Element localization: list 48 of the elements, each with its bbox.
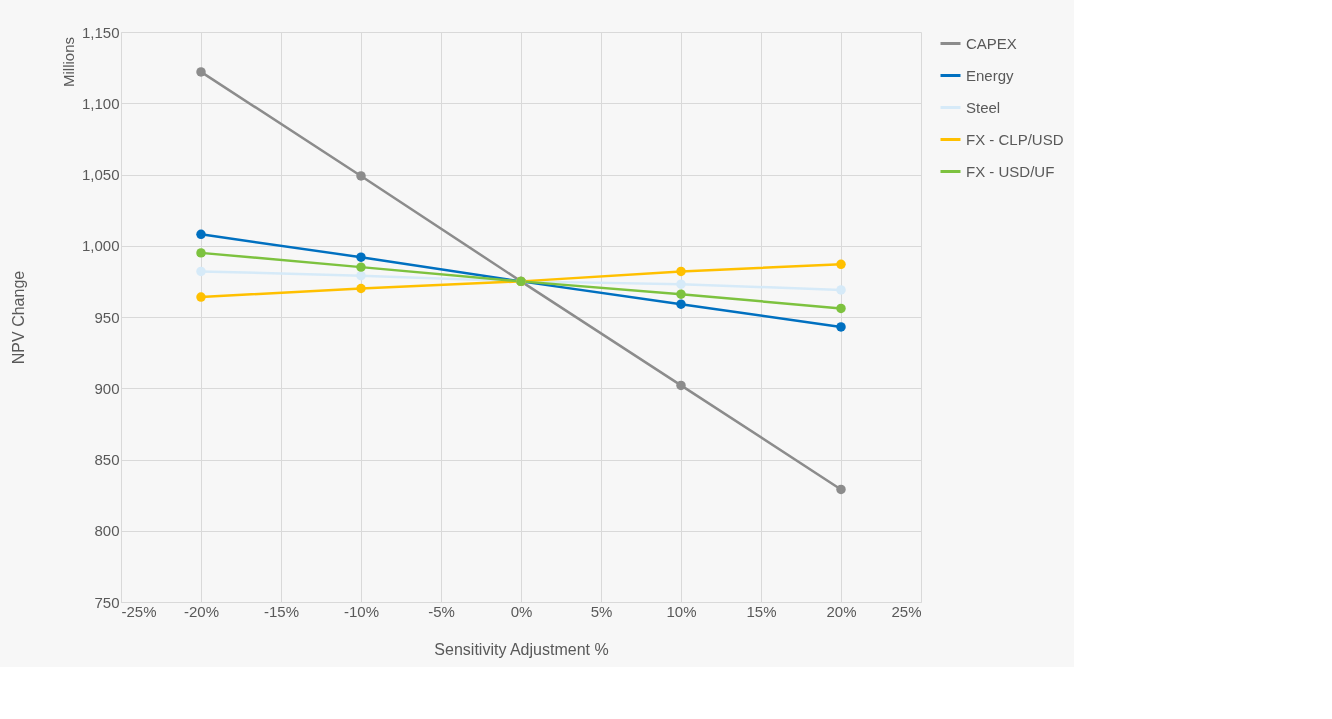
x-tick-label: 25%: [891, 602, 922, 620]
x-tick-label: 5%: [590, 602, 613, 620]
point: [676, 380, 686, 391]
point: [836, 259, 846, 270]
text: Millions: [60, 36, 77, 88]
x-tick-label: -5%: [428, 602, 455, 620]
y-tick-label: 1,150: [81, 23, 120, 41]
x-axis-title: Sensitivity Adjustment %: [434, 640, 609, 658]
x-tick-label: 0%: [510, 602, 533, 620]
point: [836, 484, 846, 495]
y-tick-label: 900: [94, 379, 120, 397]
point: [196, 229, 206, 240]
point: [356, 270, 366, 281]
x-tick-label: 10%: [666, 602, 697, 620]
legend-label: FX - CLP/USD: [966, 130, 1064, 148]
point: [676, 289, 686, 299]
point: [836, 285, 846, 295]
x-tick-label: -10%: [343, 602, 380, 620]
point: [196, 67, 206, 77]
y-axis-title: NPV Change: [9, 270, 27, 365]
point: [676, 299, 686, 309]
point: [676, 279, 686, 289]
legend-label: FX - USD/UF: [966, 162, 1055, 180]
y-tick-label: 800: [94, 522, 120, 540]
y-tick-label: 1,050: [81, 166, 120, 183]
legend-label: CAPEX: [966, 34, 1017, 52]
x-tick-label: -20%: [183, 602, 220, 620]
point: [676, 266, 686, 277]
legend-label: Energy: [966, 66, 1015, 84]
legend-label: Steel: [966, 98, 1001, 116]
x-tick-label: -25%: [121, 602, 157, 620]
y-tick-label: 1,000: [81, 237, 120, 255]
y-tick-label: 750: [94, 593, 120, 611]
point: [836, 303, 846, 314]
point: [196, 248, 206, 258]
y-tick-label: 950: [94, 308, 120, 326]
y-tick-label: 1,100: [81, 94, 120, 112]
x-tick-label: 15%: [746, 602, 777, 620]
point: [836, 322, 846, 332]
point: [356, 171, 366, 181]
point: [196, 292, 206, 302]
point: [356, 262, 366, 272]
point: [356, 283, 366, 294]
x-tick-label: -15%: [263, 602, 300, 620]
point: [356, 252, 366, 262]
x-tick-label: 20%: [826, 602, 857, 620]
y-tick-label: 850: [94, 451, 120, 468]
point: [196, 266, 206, 277]
